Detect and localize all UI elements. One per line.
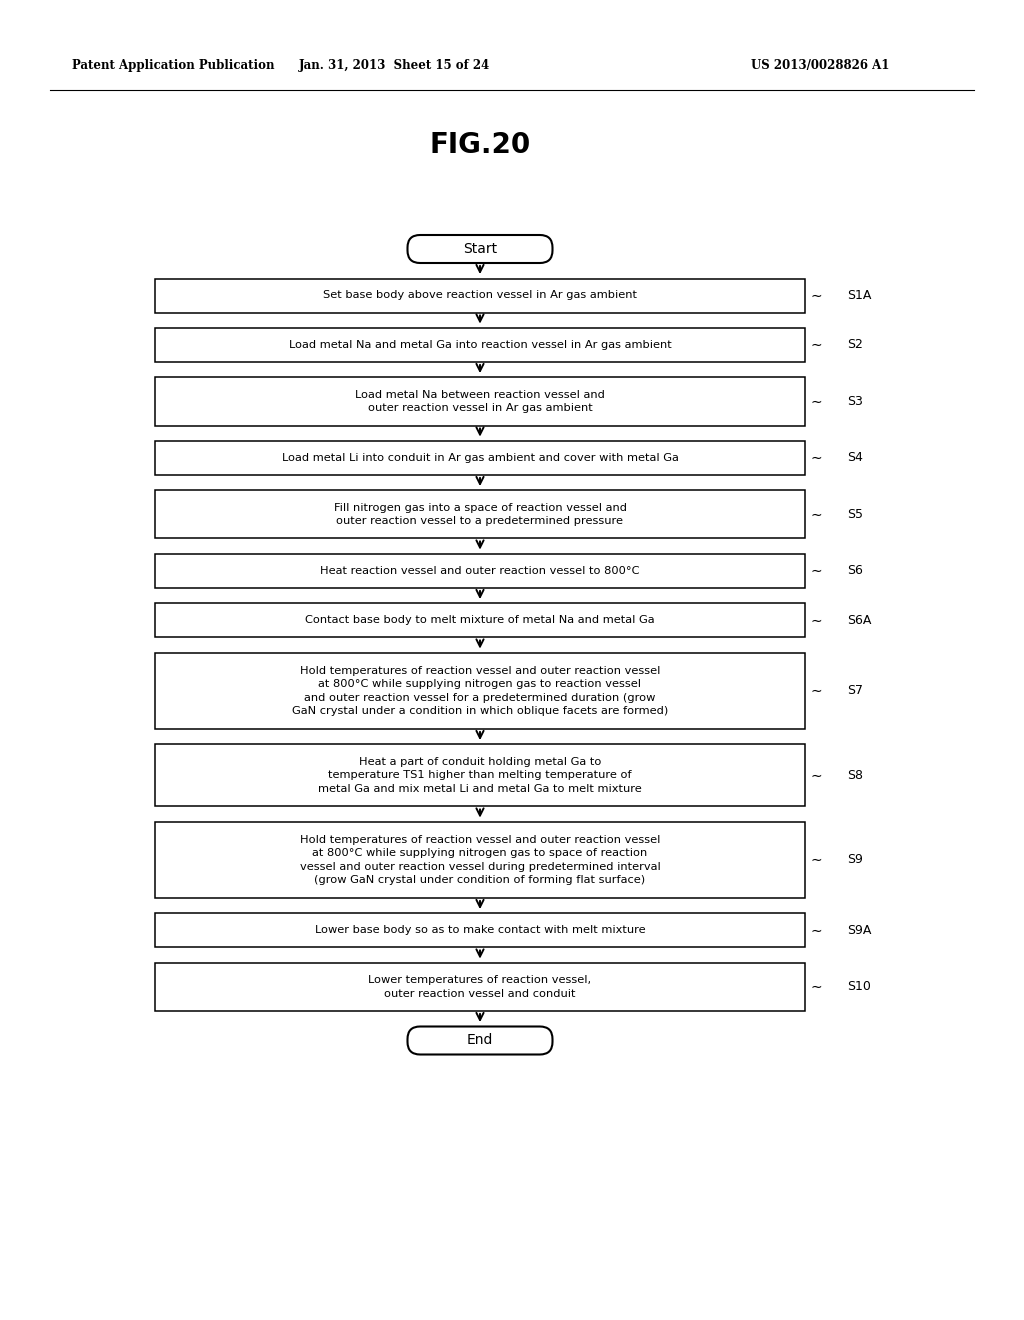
- FancyBboxPatch shape: [155, 964, 805, 1011]
- Text: ∼: ∼: [811, 507, 822, 521]
- FancyBboxPatch shape: [155, 653, 805, 729]
- Text: Set base body above reaction vessel in Ar gas ambient: Set base body above reaction vessel in A…: [323, 290, 637, 301]
- Text: Hold temperatures of reaction vessel and outer reaction vessel
at 800°C while su: Hold temperatures of reaction vessel and…: [300, 834, 660, 886]
- Text: S6A: S6A: [847, 614, 871, 627]
- Text: Fill nitrogen gas into a space of reaction vessel and
outer reaction vessel to a: Fill nitrogen gas into a space of reacti…: [334, 503, 627, 527]
- Text: Load metal Li into conduit in Ar gas ambient and cover with metal Ga: Load metal Li into conduit in Ar gas amb…: [282, 453, 679, 463]
- Text: Heat reaction vessel and outer reaction vessel to 800°C: Heat reaction vessel and outer reaction …: [321, 566, 640, 576]
- Text: Start: Start: [463, 242, 497, 256]
- Text: Jan. 31, 2013  Sheet 15 of 24: Jan. 31, 2013 Sheet 15 of 24: [299, 58, 490, 71]
- Text: ∼: ∼: [811, 684, 822, 698]
- Text: Lower temperatures of reaction vessel,
outer reaction vessel and conduit: Lower temperatures of reaction vessel, o…: [369, 975, 592, 999]
- FancyBboxPatch shape: [155, 279, 805, 313]
- Text: ∼: ∼: [811, 451, 822, 465]
- Text: S9A: S9A: [847, 924, 871, 937]
- Text: ∼: ∼: [811, 924, 822, 937]
- Text: S1A: S1A: [847, 289, 871, 302]
- Text: Patent Application Publication: Patent Application Publication: [72, 58, 274, 71]
- Text: S5: S5: [847, 508, 863, 521]
- FancyBboxPatch shape: [155, 491, 805, 539]
- Text: Contact base body to melt mixture of metal Na and metal Ga: Contact base body to melt mixture of met…: [305, 615, 654, 626]
- Text: End: End: [467, 1034, 494, 1048]
- Text: S2: S2: [847, 338, 863, 351]
- Text: S9: S9: [847, 854, 863, 866]
- FancyBboxPatch shape: [155, 378, 805, 425]
- Text: ∼: ∼: [811, 614, 822, 627]
- FancyBboxPatch shape: [155, 744, 805, 807]
- FancyBboxPatch shape: [155, 603, 805, 638]
- Text: ∼: ∼: [811, 853, 822, 867]
- Text: S4: S4: [847, 451, 863, 465]
- FancyBboxPatch shape: [155, 441, 805, 475]
- Text: ∼: ∼: [811, 338, 822, 352]
- Text: ∼: ∼: [811, 768, 822, 783]
- Text: Hold temperatures of reaction vessel and outer reaction vessel
at 800°C while su: Hold temperatures of reaction vessel and…: [292, 665, 668, 717]
- FancyBboxPatch shape: [155, 913, 805, 948]
- Text: Lower base body so as to make contact with melt mixture: Lower base body so as to make contact wi…: [314, 925, 645, 936]
- Text: ∼: ∼: [811, 395, 822, 408]
- FancyBboxPatch shape: [155, 822, 805, 898]
- Text: S7: S7: [847, 685, 863, 697]
- Text: S6: S6: [847, 565, 863, 577]
- FancyBboxPatch shape: [408, 1027, 553, 1055]
- Text: Load metal Na between reaction vessel and
outer reaction vessel in Ar gas ambien: Load metal Na between reaction vessel an…: [355, 389, 605, 413]
- Text: S10: S10: [847, 981, 870, 994]
- FancyBboxPatch shape: [408, 235, 553, 263]
- Text: ∼: ∼: [811, 289, 822, 302]
- FancyBboxPatch shape: [155, 554, 805, 587]
- Text: S8: S8: [847, 770, 863, 781]
- Text: S3: S3: [847, 395, 863, 408]
- FancyBboxPatch shape: [155, 327, 805, 362]
- Text: Load metal Na and metal Ga into reaction vessel in Ar gas ambient: Load metal Na and metal Ga into reaction…: [289, 341, 672, 350]
- Text: ∼: ∼: [811, 979, 822, 994]
- Text: US 2013/0028826 A1: US 2013/0028826 A1: [751, 58, 889, 71]
- Text: ∼: ∼: [811, 564, 822, 578]
- Text: Heat a part of conduit holding metal Ga to
temperature TS1 higher than melting t: Heat a part of conduit holding metal Ga …: [318, 756, 642, 795]
- Text: FIG.20: FIG.20: [429, 131, 530, 158]
